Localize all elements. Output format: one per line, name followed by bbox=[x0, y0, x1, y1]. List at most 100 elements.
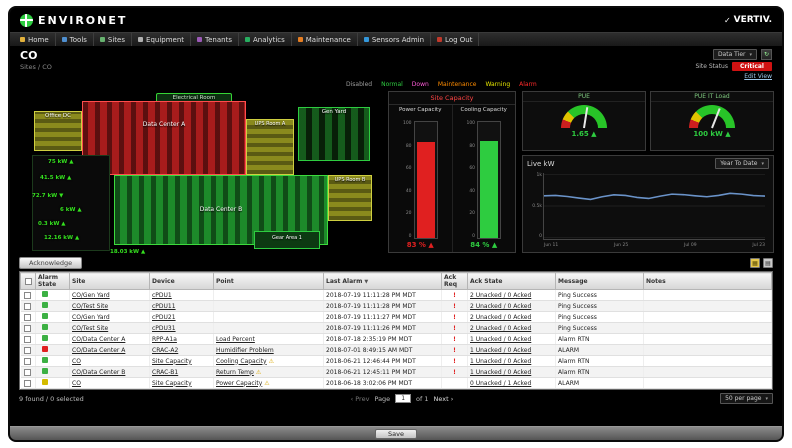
select-all-checkbox[interactable] bbox=[24, 277, 32, 285]
table-row[interactable]: CO/Data Center B CRAC-B1 Return Temp ⚠ 2018-… bbox=[20, 366, 772, 378]
table-row[interactable]: CO/Data Center A CRAC-A2 Humidifier Proble… bbox=[20, 344, 772, 356]
device-link[interactable]: RPP-A1a bbox=[152, 335, 177, 343]
device-cell: cPDU31 bbox=[149, 322, 214, 334]
column-header-site[interactable]: Site bbox=[69, 272, 150, 290]
table-row[interactable]: CO Site Capacity Cooling Capacity ⚠ 2018-06-… bbox=[20, 355, 772, 367]
room-office-dc[interactable]: Office DC bbox=[34, 111, 82, 151]
column-header-alarm-state[interactable]: Alarm State bbox=[35, 272, 70, 290]
point-link[interactable]: Power Capacity bbox=[216, 379, 263, 387]
device-link[interactable]: cPDU1 bbox=[152, 291, 172, 299]
table-row[interactable]: CO/Test Site cPDU31 2018-07-19 11:11:26 PM… bbox=[20, 322, 772, 334]
nav-item-label: Sites bbox=[107, 35, 126, 44]
table-row[interactable]: CO/Gen Yard cPDU21 2018-07-19 11:11:27 PM … bbox=[20, 311, 772, 323]
row-checkbox[interactable] bbox=[24, 368, 32, 376]
nav-item-sites[interactable]: Sites bbox=[94, 33, 133, 46]
column-settings-icon[interactable]: ▤ bbox=[763, 258, 773, 268]
acknowledge-button[interactable]: Acknowledge bbox=[19, 257, 83, 269]
nav-item-log-out[interactable]: Log Out bbox=[431, 33, 480, 46]
room-ups-room-a[interactable]: UPS Room A bbox=[246, 119, 294, 175]
column-header-message[interactable]: Message bbox=[555, 272, 644, 290]
row-checkbox[interactable] bbox=[24, 291, 32, 299]
nav-item-tenants[interactable]: Tenants bbox=[191, 33, 239, 46]
site-link[interactable]: CO bbox=[72, 379, 81, 387]
chart-range-select[interactable]: Year To Date ▾ bbox=[715, 158, 769, 169]
table-row[interactable]: CO Site Capacity Power Capacity ⚠ 2018-06-18… bbox=[20, 377, 772, 389]
column-header-ack-state[interactable]: Ack State bbox=[467, 272, 556, 290]
table-row[interactable]: CO/Gen Yard cPDU1 2018-07-19 11:11:28 PM M… bbox=[20, 289, 772, 301]
ack-state-link[interactable]: 1 Unacked / 0 Acked bbox=[470, 335, 532, 343]
device-cell: cPDU11 bbox=[149, 300, 214, 312]
ack-state-link[interactable]: 2 Unacked / 0 Acked bbox=[470, 302, 532, 310]
site-link[interactable]: CO/Test Site bbox=[72, 324, 109, 332]
ack-state-link[interactable]: 1 Unacked / 0 Acked bbox=[470, 368, 532, 376]
row-checkbox[interactable] bbox=[24, 379, 32, 387]
nav-item-maintenance[interactable]: Maintenance bbox=[292, 33, 358, 46]
power-readout: 72.7 kW ▼ bbox=[32, 193, 64, 199]
site-link[interactable]: CO/Data Center A bbox=[72, 335, 126, 343]
notes-cell bbox=[643, 300, 772, 312]
page-number-input[interactable]: 1 bbox=[395, 394, 412, 403]
site-cell: CO/Data Center B bbox=[69, 366, 150, 378]
row-checkbox[interactable] bbox=[24, 335, 32, 343]
room-ups-room-b[interactable]: UPS Room B bbox=[328, 175, 372, 221]
row-checkbox[interactable] bbox=[24, 302, 32, 310]
column-header-last-alarm[interactable]: Last Alarm ▼ bbox=[323, 272, 442, 290]
point-link[interactable]: Load Percent bbox=[216, 335, 255, 343]
legend-normal: Normal bbox=[381, 81, 403, 88]
ack-state-link[interactable]: 2 Unacked / 0 Acked bbox=[470, 291, 532, 299]
data-tier-select[interactable]: Data Tier ▾ bbox=[712, 49, 757, 60]
nav-item-tools[interactable]: Tools bbox=[56, 33, 94, 46]
ack-state-link[interactable]: 0 Unacked / 1 Acked bbox=[470, 379, 532, 387]
table-row[interactable]: CO/Test Site cPDU11 2018-07-19 11:11:28 PM… bbox=[20, 300, 772, 312]
ack-state-link[interactable]: 1 Unacked / 0 Acked bbox=[470, 357, 532, 365]
point-link[interactable]: Cooling Capacity bbox=[216, 357, 267, 365]
nav-item-home[interactable]: Home bbox=[14, 33, 56, 46]
nav-item-analytics[interactable]: Analytics bbox=[239, 33, 292, 46]
device-link[interactable]: Site Capacity bbox=[152, 357, 192, 365]
alarm-filter-icon[interactable]: ▦ bbox=[750, 258, 760, 268]
site-link[interactable]: CO bbox=[72, 357, 81, 365]
edit-view-link[interactable]: Edit View bbox=[744, 73, 772, 80]
device-link[interactable]: CRAC-A2 bbox=[152, 346, 179, 354]
device-link[interactable]: cPDU31 bbox=[152, 324, 176, 332]
prev-page-link[interactable]: ‹ Prev bbox=[350, 394, 370, 403]
point-link[interactable]: Humidifier Problem bbox=[216, 346, 274, 354]
site-link[interactable]: CO/Gen Yard bbox=[72, 291, 110, 299]
device-link[interactable]: CRAC-B1 bbox=[152, 368, 179, 376]
pue-gauges: PUE 1.65 ▲ PUE IT Load 100 kW ▲ bbox=[522, 91, 774, 151]
room-test-site[interactable] bbox=[32, 155, 110, 251]
device-link[interactable]: Site Capacity bbox=[152, 379, 192, 387]
site-link[interactable]: CO/Test Site bbox=[72, 302, 109, 310]
table-row[interactable]: CO/Data Center A RPP-A1a Load Percent 2018-… bbox=[20, 333, 772, 345]
site-link[interactable]: CO/Gen Yard bbox=[72, 313, 110, 321]
save-button[interactable]: Save bbox=[375, 428, 417, 439]
site-link[interactable]: CO/Data Center B bbox=[72, 368, 126, 376]
ack-state-link[interactable]: 1 Unacked / 0 Acked bbox=[470, 346, 532, 354]
environet-logo-text: ENVIRONET bbox=[38, 13, 128, 27]
row-checkbox[interactable] bbox=[24, 346, 32, 354]
column-header-ack-req[interactable]: Ack Req bbox=[441, 272, 468, 290]
row-checkbox[interactable] bbox=[24, 313, 32, 321]
nav-item-sensors-admin[interactable]: Sensors Admin bbox=[358, 33, 432, 46]
device-link[interactable]: cPDU21 bbox=[152, 313, 176, 321]
refresh-icon[interactable]: ↻ bbox=[761, 49, 772, 60]
ack-state-link[interactable]: 2 Unacked / 0 Acked bbox=[470, 324, 532, 332]
capacity-gauge-plot: 100 80 60 40 20 0 bbox=[391, 121, 450, 239]
nav-item-equipment[interactable]: Equipment bbox=[132, 33, 192, 46]
site-link[interactable]: CO/Data Center A bbox=[72, 346, 126, 354]
point-link[interactable]: Return Temp bbox=[216, 368, 254, 376]
column-header-notes[interactable]: Notes bbox=[643, 272, 772, 290]
floorplan[interactable]: Electrical Room Office DC Data Center A … bbox=[18, 91, 382, 255]
column-header-point[interactable]: Point bbox=[213, 272, 324, 290]
next-page-link[interactable]: Next › bbox=[433, 394, 454, 403]
room-gen-yard[interactable]: Gen Yard bbox=[298, 107, 370, 161]
per-page-select[interactable]: 50 per page ▾ bbox=[720, 393, 773, 404]
ack-state-link[interactable]: 2 Unacked / 0 Acked bbox=[470, 313, 532, 321]
device-link[interactable]: cPDU11 bbox=[152, 302, 176, 310]
row-checkbox[interactable] bbox=[24, 357, 32, 365]
room-gear-area-1[interactable]: Gear Area 1 bbox=[254, 231, 320, 249]
capacity-bar-track bbox=[413, 121, 438, 239]
ack-required-icon: ! bbox=[453, 324, 456, 332]
row-checkbox[interactable] bbox=[24, 324, 32, 332]
column-header-device[interactable]: Device bbox=[149, 272, 214, 290]
